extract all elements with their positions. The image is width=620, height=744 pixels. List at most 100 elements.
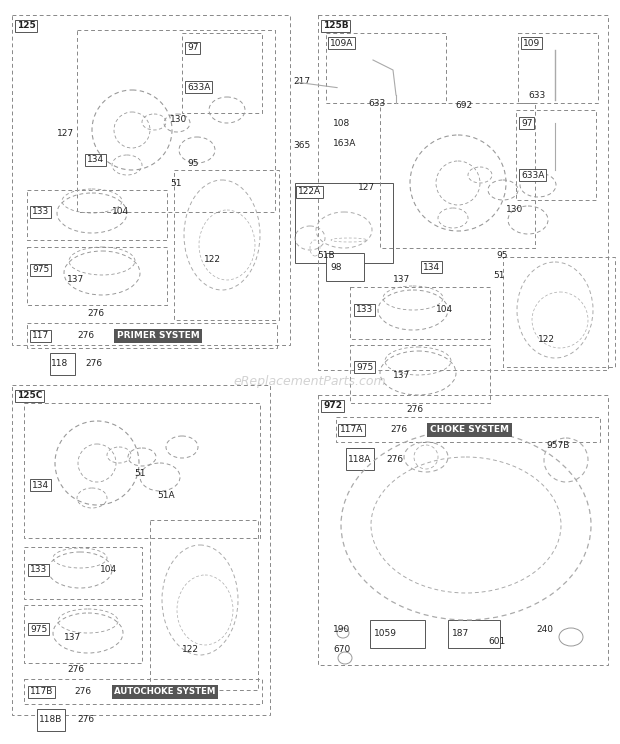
Text: 137: 137	[393, 275, 410, 284]
Bar	[182, 33, 262, 113]
Bar	[448, 620, 500, 648]
Text: CHOKE SYSTEM: CHOKE SYSTEM	[430, 426, 509, 434]
Bar	[503, 257, 615, 367]
Text: 190: 190	[333, 626, 350, 635]
Text: AUTOCHOKE SYSTEM: AUTOCHOKE SYSTEM	[114, 687, 215, 696]
Text: 276: 276	[77, 716, 94, 725]
Bar	[326, 33, 446, 103]
Text: 137: 137	[393, 371, 410, 379]
Text: 122A: 122A	[298, 187, 321, 196]
Bar	[174, 170, 279, 320]
Text: 117: 117	[32, 332, 49, 341]
Text: eReplacementParts.com: eReplacementParts.com	[234, 376, 386, 388]
Bar	[326, 253, 364, 281]
Text: 137: 137	[64, 632, 81, 641]
Text: 134: 134	[423, 263, 440, 272]
Text: 130: 130	[506, 205, 523, 214]
Bar	[37, 709, 65, 731]
Bar	[27, 190, 167, 240]
Text: 1059: 1059	[374, 629, 397, 638]
Bar	[24, 679, 262, 704]
Text: 109A: 109A	[330, 39, 353, 48]
Text: 130: 130	[170, 115, 187, 124]
Bar	[150, 520, 258, 690]
Text: 276: 276	[390, 426, 407, 434]
Text: 975: 975	[30, 624, 47, 633]
Text: 134: 134	[87, 155, 104, 164]
Text: 187: 187	[452, 629, 469, 638]
Text: 133: 133	[356, 306, 373, 315]
Text: 51: 51	[170, 179, 182, 187]
Text: 127: 127	[358, 182, 375, 191]
Text: 104: 104	[112, 208, 129, 217]
Bar	[380, 103, 535, 248]
Text: 276: 276	[77, 332, 94, 341]
Text: 125B: 125B	[323, 22, 348, 31]
Text: 972: 972	[323, 402, 342, 411]
Text: 122: 122	[182, 646, 199, 655]
Text: 975: 975	[32, 266, 49, 275]
Text: 133: 133	[30, 565, 47, 574]
Bar	[12, 385, 270, 715]
Text: 134: 134	[32, 481, 49, 490]
Text: 98: 98	[330, 263, 342, 272]
Text: 240: 240	[536, 626, 553, 635]
Text: 51: 51	[493, 271, 505, 280]
Bar	[12, 15, 290, 345]
Text: 125C: 125C	[17, 391, 42, 400]
Bar	[50, 353, 75, 375]
Bar	[24, 403, 260, 538]
Bar	[295, 183, 393, 263]
Bar	[24, 605, 142, 663]
Text: 692: 692	[455, 100, 472, 109]
Bar	[370, 620, 425, 648]
Text: 109: 109	[523, 39, 540, 48]
Text: 957B: 957B	[546, 440, 569, 449]
Text: 633: 633	[528, 91, 545, 100]
Text: 97: 97	[521, 118, 533, 127]
Text: 601: 601	[488, 638, 505, 647]
Bar	[318, 15, 608, 370]
Text: 633: 633	[368, 98, 385, 107]
Text: 127: 127	[57, 129, 74, 138]
Bar	[516, 110, 596, 200]
Text: 95: 95	[496, 251, 508, 260]
Text: 104: 104	[436, 304, 453, 313]
Text: 133: 133	[32, 208, 49, 217]
Text: 137: 137	[67, 275, 84, 284]
Text: 51B: 51B	[317, 251, 335, 260]
Text: 95: 95	[187, 158, 198, 167]
Text: 51A: 51A	[157, 490, 175, 499]
Text: 670: 670	[333, 646, 350, 655]
Text: 276: 276	[386, 455, 403, 464]
Bar	[350, 345, 490, 403]
Bar	[350, 287, 490, 339]
Text: 365: 365	[293, 141, 310, 150]
Bar	[77, 30, 275, 212]
Text: 118: 118	[51, 359, 68, 368]
Bar	[318, 395, 608, 665]
Text: 276: 276	[87, 309, 104, 318]
Text: 276: 276	[406, 405, 423, 414]
Bar	[24, 547, 142, 599]
Text: 276: 276	[67, 664, 84, 673]
Bar	[518, 33, 598, 103]
Text: 51: 51	[134, 469, 146, 478]
Text: PRIMER SYSTEM: PRIMER SYSTEM	[117, 332, 200, 341]
Text: 108: 108	[333, 118, 350, 127]
Bar	[27, 247, 167, 305]
Text: 97: 97	[187, 43, 198, 53]
Text: 975: 975	[356, 362, 373, 371]
Text: 117A: 117A	[340, 426, 363, 434]
Text: 125: 125	[17, 22, 36, 31]
Text: 118A: 118A	[348, 455, 371, 464]
Bar	[336, 417, 600, 442]
Bar	[27, 323, 277, 348]
Text: 163A: 163A	[333, 138, 356, 147]
Text: 276: 276	[85, 359, 102, 368]
Text: 633A: 633A	[521, 170, 544, 179]
Text: 633A: 633A	[187, 83, 210, 92]
Text: 117B: 117B	[30, 687, 53, 696]
Text: 276: 276	[74, 687, 91, 696]
Bar	[346, 448, 374, 470]
